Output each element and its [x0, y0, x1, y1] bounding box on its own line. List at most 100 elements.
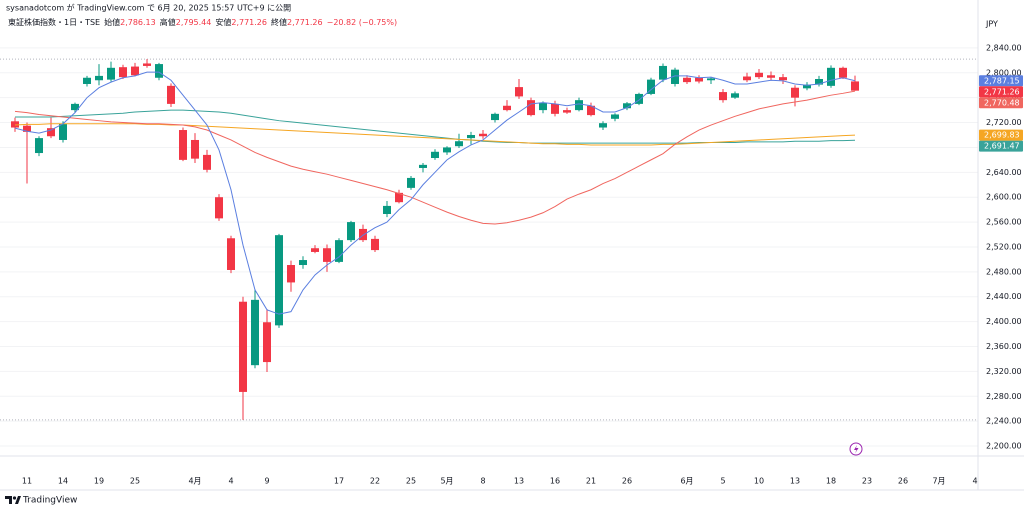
x-tick-label: 26: [898, 477, 908, 486]
candle-body: [839, 67, 847, 78]
candle-body: [419, 164, 427, 168]
x-tick-label: 25: [130, 477, 140, 486]
price-tag-label: 2,691.47: [984, 142, 1020, 151]
candle-body: [671, 69, 679, 84]
published-note: sysanadotcom が TradingView.com で 6月 20, …: [6, 3, 291, 13]
candle-body: [203, 154, 211, 170]
candle-body: [299, 260, 307, 266]
candle-body: [851, 81, 859, 91]
candle-body: [347, 222, 355, 241]
y-tick-label: 2,240.00: [986, 417, 1022, 426]
candle-body: [647, 79, 655, 94]
symbol: 東証株価指数・1日・TSE: [8, 17, 100, 27]
logo-dot: [12, 496, 17, 500]
y-tick-label: 2,560.00: [986, 218, 1022, 227]
candle-body: [263, 322, 271, 363]
ma-line: [14, 71, 856, 315]
price-tag: [979, 140, 1023, 152]
price-tag-label: 2,787.15: [984, 76, 1020, 85]
x-tick-label: 10: [754, 477, 764, 486]
candle-body: [503, 105, 511, 111]
candle-body: [431, 151, 439, 159]
y-tick-label: 2,640.00: [986, 168, 1022, 177]
brand-logo: TradingView: [5, 496, 77, 506]
candle-body: [779, 77, 787, 81]
y-tick-label: 2,600.00: [986, 193, 1022, 202]
x-tick-label: 14: [58, 477, 68, 486]
y-tick-label: 2,520.00: [986, 242, 1022, 251]
x-tick-label: 17: [334, 477, 344, 486]
ma-line: [14, 123, 856, 146]
candle-body: [311, 248, 319, 252]
candle-body: [35, 138, 43, 154]
price-tag-label: 2,771.26: [984, 87, 1020, 96]
y-tick-label: 2,360.00: [986, 342, 1022, 351]
y-tick-label: 2,440.00: [986, 292, 1022, 301]
candle-body: [575, 100, 583, 111]
x-tick-label: 5月: [440, 477, 453, 486]
candle-body: [587, 105, 595, 116]
candle-body: [191, 139, 199, 159]
price-tag: [979, 97, 1023, 109]
x-tick-label: 11: [22, 477, 32, 486]
ohlc-value: 2,795.44: [176, 18, 212, 27]
candle-body: [623, 103, 631, 109]
candle-body: [323, 248, 331, 262]
price-tag: [979, 129, 1023, 141]
price-tag: [979, 75, 1023, 87]
x-tick-label: 13: [790, 477, 800, 486]
y-tick-label: 2,400.00: [986, 317, 1022, 326]
x-tick-label: 26: [622, 477, 632, 486]
y-tick-label: 2,800.00: [986, 68, 1022, 77]
candle-body: [719, 92, 727, 101]
brand-name: TradingView: [22, 496, 77, 506]
x-tick-label: 18: [826, 477, 836, 486]
candle-body: [215, 197, 223, 219]
ohlc-label: 安値: [215, 17, 231, 27]
symbol-legend: 東証株価指数・1日・TSE 始値2,786.13 高値2,795.44 安値2,771…: [8, 17, 397, 27]
candle-body: [131, 66, 139, 76]
ohlc-label: 始値: [104, 17, 120, 27]
y-tick-label: 2,720.00: [986, 118, 1022, 127]
candle-body: [467, 134, 475, 139]
candle-body: [695, 77, 703, 82]
x-tick-label: 23: [862, 477, 872, 486]
candle-body: [731, 93, 739, 98]
candle-body: [275, 235, 283, 326]
icon-bolt: [854, 445, 859, 454]
candle-body: [791, 87, 799, 98]
candle-body: [443, 147, 451, 153]
candle-body: [371, 238, 379, 251]
x-tick-label: 8: [480, 477, 485, 486]
candle-body: [383, 205, 391, 215]
y-tick-label: 2,840.00: [986, 43, 1022, 52]
candle-body: [479, 133, 487, 137]
currency: JPY: [985, 20, 998, 29]
candle-body: [251, 299, 259, 366]
candle-body: [359, 228, 367, 241]
ohlc-value: 2,771.26: [287, 18, 323, 27]
candle-body: [143, 63, 151, 66]
candle-body: [515, 87, 523, 97]
x-tick-label: 5: [720, 477, 725, 486]
ohlc-label: 高値: [160, 17, 176, 27]
candle-body: [551, 103, 559, 114]
candle-body: [395, 192, 403, 203]
candle-body: [23, 125, 31, 132]
x-tick-label: 21: [586, 477, 596, 486]
indicator-icon: [849, 442, 863, 456]
logo-slash: [15, 496, 21, 504]
candle-body: [227, 238, 235, 270]
x-tick-label: 4: [228, 477, 233, 486]
x-tick-label: 13: [514, 477, 524, 486]
candle-body: [491, 113, 499, 121]
candle-body: [743, 76, 751, 81]
candle-body: [803, 84, 811, 89]
candle-body: [815, 79, 823, 85]
candle-body: [659, 65, 667, 80]
candle-body: [683, 77, 691, 83]
change: −20.82 (−0.75%): [327, 18, 398, 27]
x-tick-label: 22: [370, 477, 380, 486]
x-tick-label: 7月: [932, 477, 945, 486]
